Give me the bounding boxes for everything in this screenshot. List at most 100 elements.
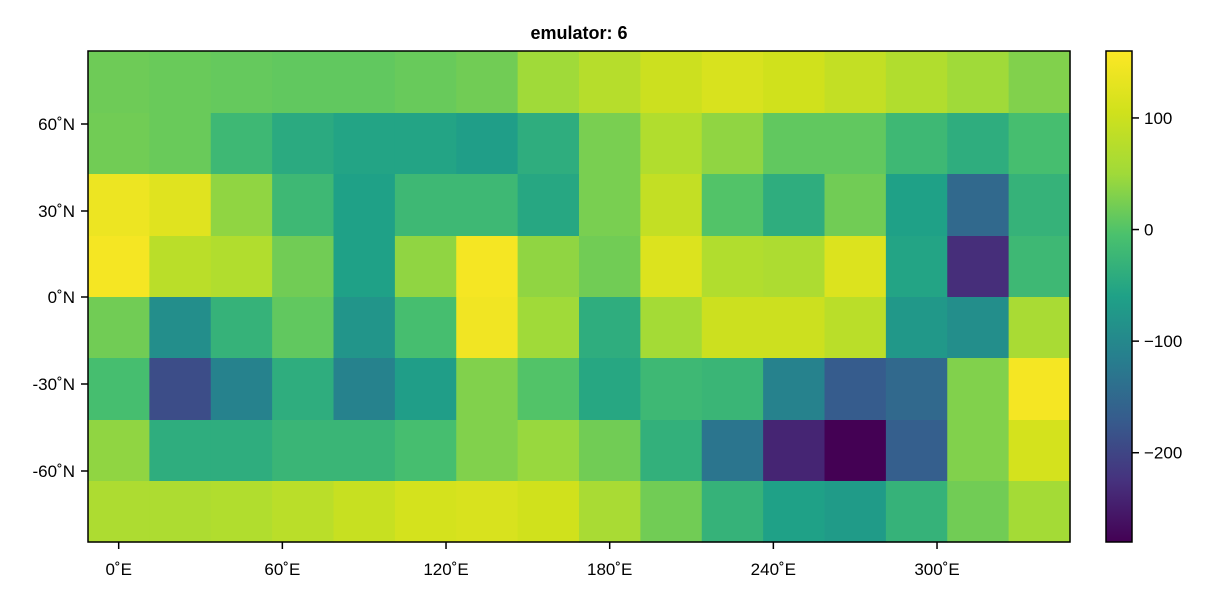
heatmap-cell [88,358,150,421]
colorbar-tick-label: 0 [1144,221,1153,240]
heatmap-cell [579,297,641,359]
heatmap-cell [763,358,826,421]
heatmap-cell [824,481,887,543]
x-tick-label: 60˚E [264,560,300,579]
heatmap-cell [149,174,212,237]
heatmap-cell [272,174,335,237]
heatmap-cell [824,420,887,482]
heatmap-cell [456,113,519,175]
chart-title: emulator: 6 [530,23,627,43]
heatmap-cell [394,358,457,421]
heatmap-cell [517,113,580,175]
x-tick-label: 120˚E [423,560,468,579]
y-tick-label: 30˚N [38,202,75,221]
heatmap-cell [640,51,703,114]
heatmap-cell [210,113,273,175]
heatmap-cell [272,297,335,359]
heatmap-cell [456,51,519,114]
heatmap-cell [88,420,150,482]
heatmap-cell [885,51,948,114]
heatmap-cell [763,236,826,298]
heatmap-cell [763,420,826,482]
heatmap-cell [701,420,764,482]
heatmap-cell [272,420,335,482]
heatmap-cell [947,113,1010,175]
heatmap-cell [149,113,212,175]
heatmap-cell [947,236,1010,298]
x-tick-label: 180˚E [587,560,632,579]
heatmap-cell [272,481,335,543]
heatmap-cell [333,113,396,175]
heatmap-cell [1008,358,1071,421]
heatmap-cell [88,236,150,298]
heatmap-cell [210,51,273,114]
heatmap-cell [88,51,150,114]
heatmap-cell [885,113,948,175]
heatmap-cell [640,358,703,421]
y-axis: 60˚N 30˚N 0˚N -30˚N -60˚N [32,115,88,481]
heatmap-cell [517,358,580,421]
heatmap-cell [947,358,1010,421]
heatmap-cell [640,420,703,482]
heatmap-cell [394,113,457,175]
colorbar-tick-label: −200 [1144,444,1182,463]
heatmap-cell [394,51,457,114]
heatmap-cell [210,174,273,237]
heatmap-cell [824,51,887,114]
heatmap-cell [701,236,764,298]
heatmap-cell [701,358,764,421]
heatmap-cell [640,481,703,543]
heatmap-cell [149,297,212,359]
heatmap-cell [210,297,273,359]
heatmap-cell [640,236,703,298]
heatmap-cell [824,297,887,359]
colorbar-tick-label: 100 [1144,109,1172,128]
heatmap-cell [824,113,887,175]
heatmap-cell [1008,113,1071,175]
heatmap-cell [333,174,396,237]
heatmap-cell [947,174,1010,237]
heatmap-cell [579,420,641,482]
heatmap-cell [210,481,273,543]
heatmap-cell [333,236,396,298]
heatmap-cell [210,236,273,298]
heatmap-cell [456,297,519,359]
heatmap-cell [947,297,1010,359]
x-axis: 0˚E 60˚E 120˚E 180˚E 240˚E 300˚E [105,542,960,579]
heatmap-cell [88,113,150,175]
y-tick-label: -30˚N [32,375,75,394]
heatmap-cell [394,174,457,237]
colorbar [1105,50,1133,543]
heatmap-cell [210,358,273,421]
y-tick-label: 60˚N [38,115,75,134]
heatmap-cell [824,358,887,421]
heatmap-cell [517,297,580,359]
heatmap-cell [210,420,273,482]
heatmap-cell [885,236,948,298]
heatmap-cell [394,420,457,482]
heatmap-cell [333,481,396,543]
heatmap-cell [640,174,703,237]
heatmap-cell [1008,481,1071,543]
heatmap-cell [333,420,396,482]
heatmap-cell [517,481,580,543]
heatmap-cell [701,297,764,359]
heatmap-cell [824,174,887,237]
heatmap-cell [149,236,212,298]
heatmap-cell [1008,51,1071,114]
heatmap-cell [517,236,580,298]
heatmap-cell [885,297,948,359]
heatmap-cell [149,420,212,482]
heatmap-cell [885,420,948,482]
heatmap-cell [333,51,396,114]
heatmap-cell [579,174,641,237]
colorbar-tick-label: −100 [1144,332,1182,351]
heatmap-cell [763,174,826,237]
heatmap-cell [333,297,396,359]
x-tick-label: 300˚E [914,560,959,579]
heatmap-cell [1008,236,1071,298]
x-tick-label: 240˚E [751,560,796,579]
heatmap-cell [701,174,764,237]
heatmap-cell [88,174,150,237]
heatmap-cell [824,236,887,298]
